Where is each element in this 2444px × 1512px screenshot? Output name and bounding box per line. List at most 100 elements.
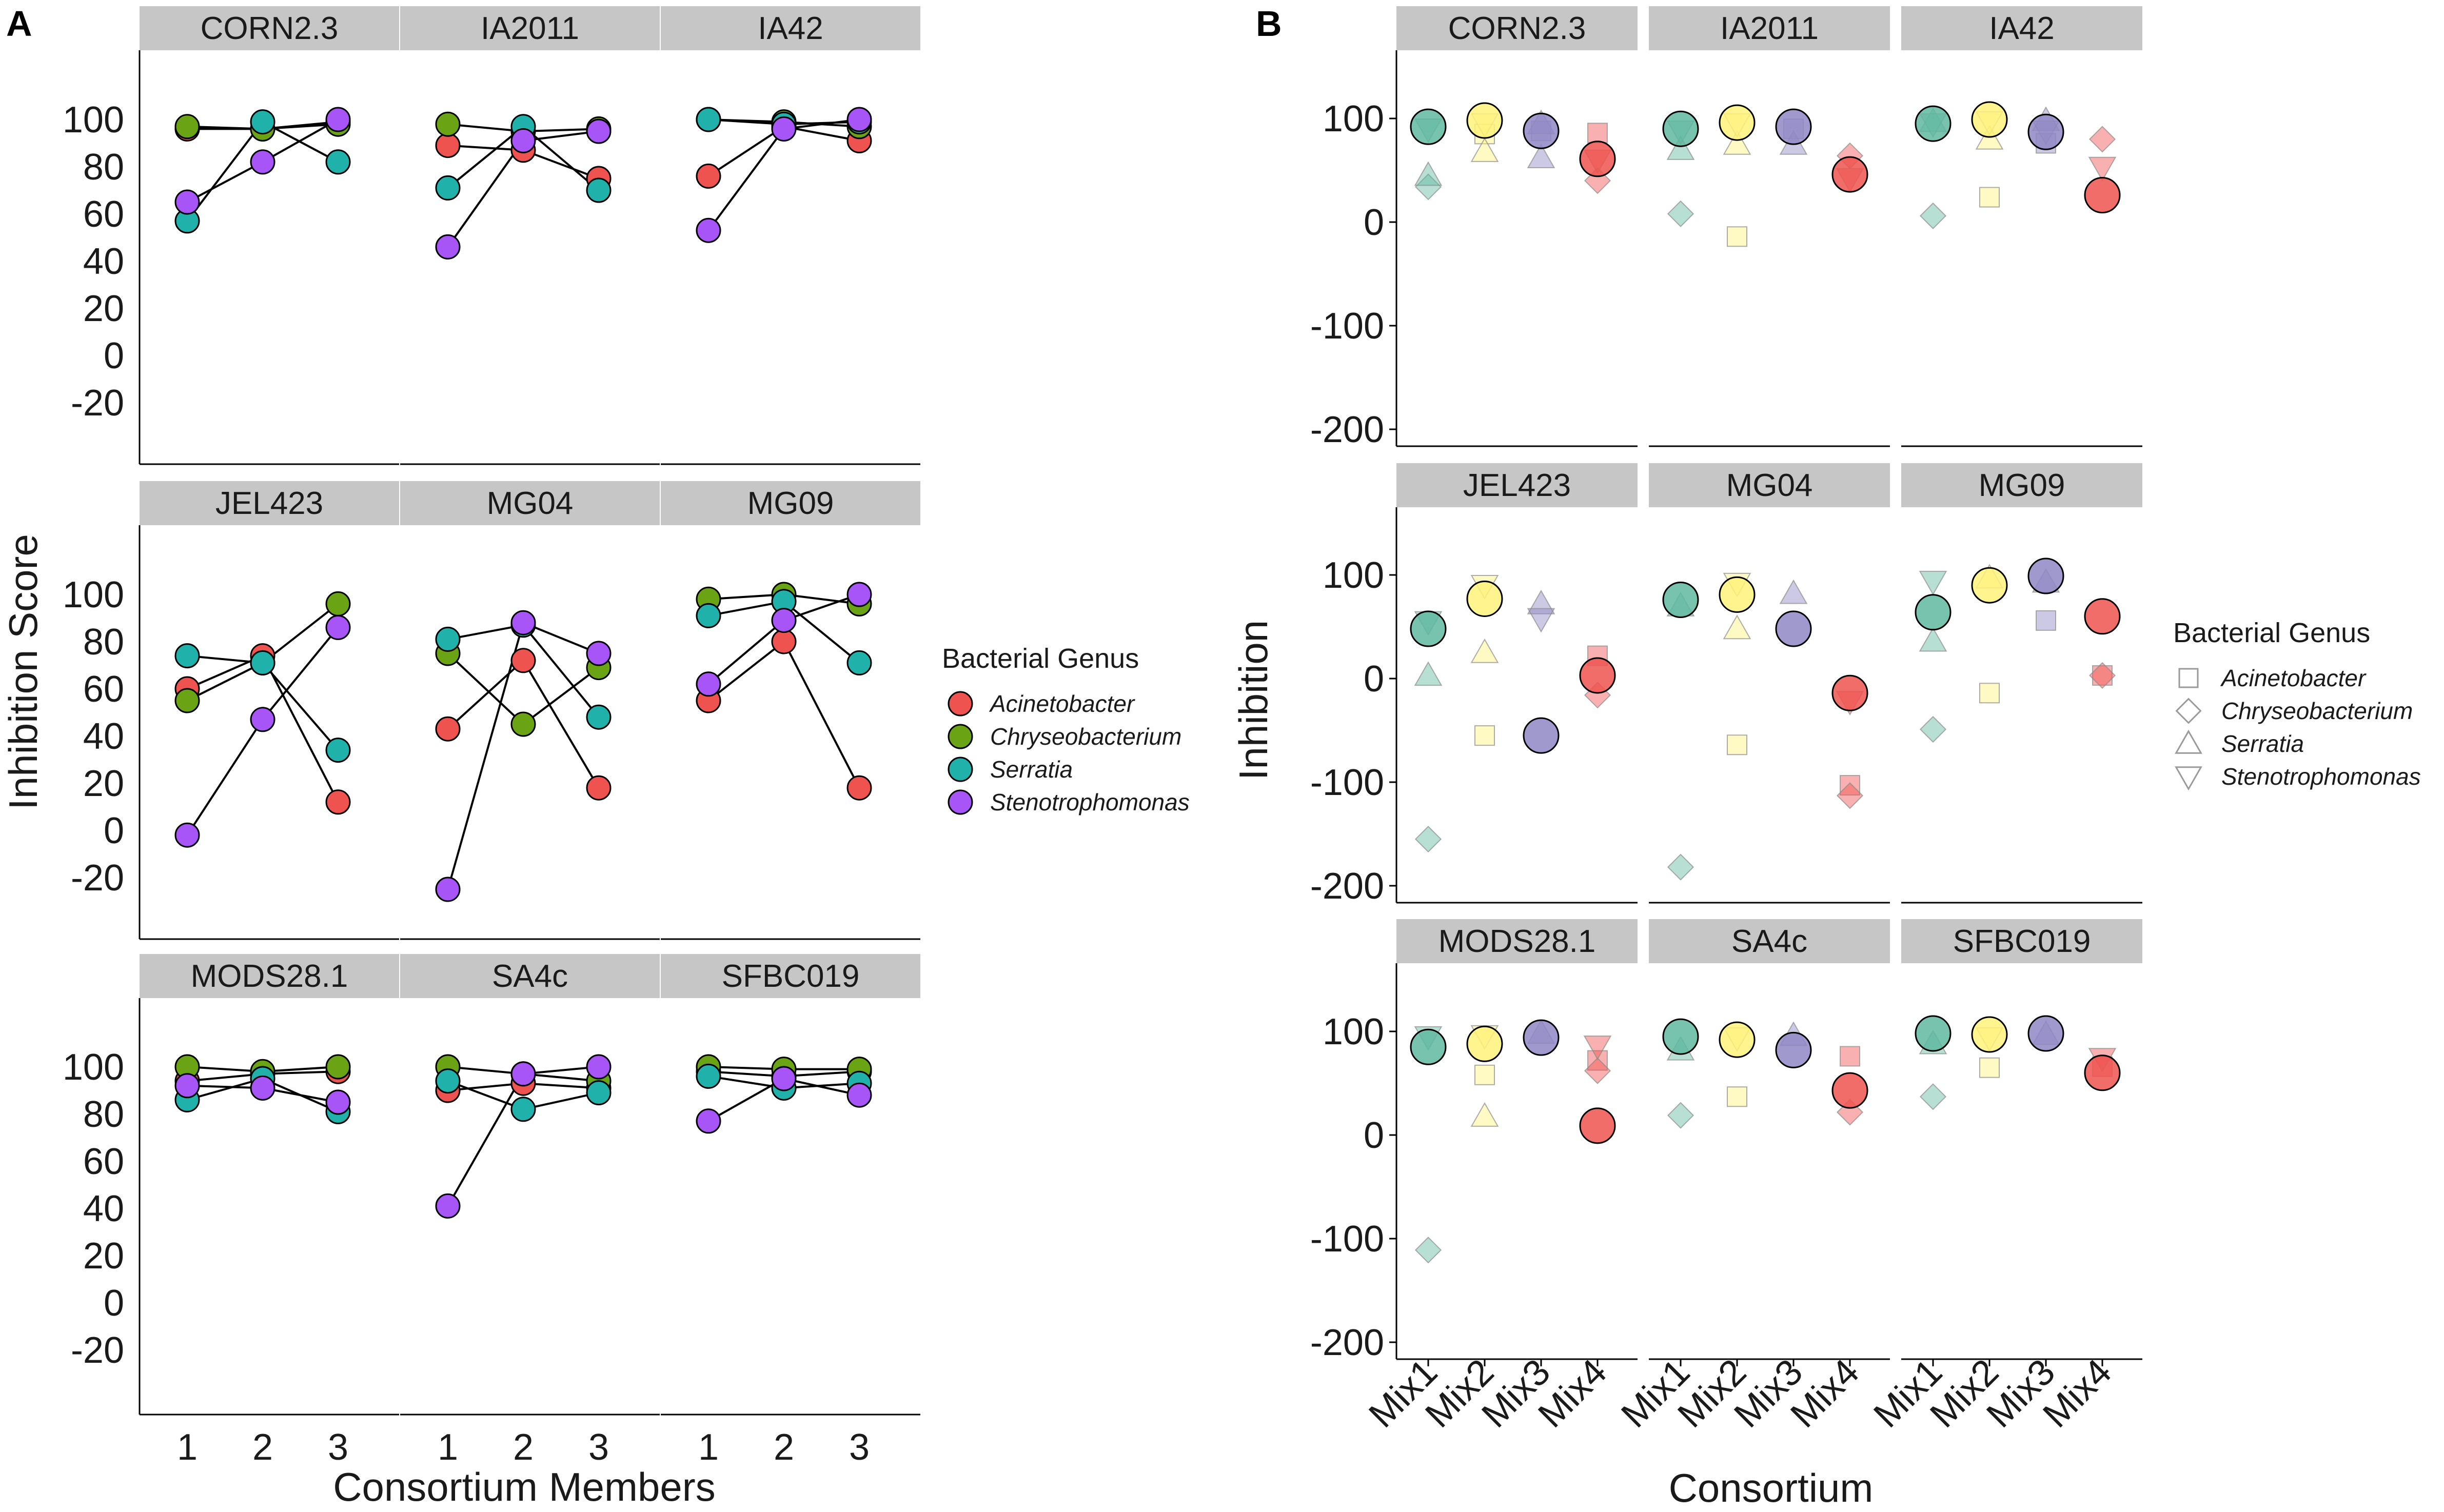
point-serratia [250, 109, 275, 135]
mix-point-mix3 [1523, 717, 1560, 754]
legend-a-title: Bacterial Genus [942, 643, 1139, 674]
mix-point-mix4 [2084, 598, 2121, 635]
member-acinetobacter [2036, 610, 2056, 631]
point-acinetobacter [696, 163, 721, 189]
point-stenotrophomonas [174, 189, 200, 215]
strip [1901, 463, 2142, 507]
strip-label: MG04 [487, 486, 574, 521]
point-stenotrophomonas [510, 128, 536, 153]
strip [1901, 6, 2142, 50]
point-stenotrophomonas [586, 1054, 612, 1080]
mix-point-mix1 [1915, 1015, 1952, 1052]
mix-point-mix3 [2027, 1015, 2064, 1052]
legend-a-key [948, 789, 973, 815]
point-acinetobacter [510, 648, 536, 673]
facet-b-ia42: IA42 [1901, 6, 2142, 447]
point-serratia [250, 650, 275, 675]
mix-point-mix3 [2027, 558, 2064, 594]
member-serratia [1527, 144, 1555, 168]
member-acinetobacter [1979, 187, 2000, 208]
mix-point-mix2 [1719, 576, 1756, 613]
strip-label: CORN2.3 [1448, 11, 1586, 46]
y-tick-label: 20 [83, 1236, 124, 1277]
point-stenotrophomonas [846, 107, 872, 132]
facet-a-mods28-1: MODS28.1 100 80 60 40 20 0 -20 1 2 3 [63, 954, 399, 1468]
point-stenotrophomonas [325, 614, 351, 640]
mix-point-mix3 [1775, 610, 1812, 647]
point-chryseobacterium [510, 711, 536, 737]
strip [661, 954, 920, 998]
x-tick-label: 3 [849, 1427, 870, 1468]
strip [1649, 463, 1890, 507]
member-acinetobacter [1979, 1057, 2000, 1078]
member-chryseobacterium [1919, 202, 1947, 229]
legend-b-key [2178, 668, 2199, 688]
facet-a-jel423: JEL423 100 80 60 40 20 0 -20 [63, 481, 399, 940]
y-tick-label: 100 [1323, 1011, 1384, 1052]
point-acinetobacter [771, 629, 797, 654]
point-stenotrophomonas [174, 822, 200, 848]
legend-a-entry: Acinetobacter [989, 690, 1135, 717]
strip [1396, 6, 1638, 50]
x-tick-label: 2 [774, 1427, 794, 1468]
mix-point-mix2 [1971, 567, 2008, 604]
member-acinetobacter [1587, 1050, 1608, 1071]
legend-b-key [2175, 729, 2202, 754]
mix-point-mix2 [1719, 104, 1756, 141]
panel-b-ylabel: Inhibition [1231, 620, 1276, 780]
facet-a-ia2011: IA2011 [400, 6, 660, 465]
x-tick-label: 3 [588, 1427, 609, 1468]
legend-a-entry: Stenotrophomonas [990, 789, 1190, 815]
point-stenotrophomonas [586, 118, 612, 144]
point-acinetobacter [846, 775, 872, 801]
strip-label: MODS28.1 [191, 959, 348, 994]
x-tick-label: 2 [252, 1427, 273, 1468]
member-stenotrophomonas [1919, 570, 1947, 595]
legend-b-entry: Serratia [2221, 730, 2304, 757]
point-chryseobacterium [174, 688, 200, 713]
point-stenotrophomonas [435, 877, 461, 902]
point-serratia [435, 626, 461, 652]
x-tick-label: Mix4 [1530, 1351, 1614, 1436]
y-tick-label: -200 [1310, 409, 1384, 450]
y-tick-label: 0 [104, 810, 124, 851]
point-stenotrophomonas [250, 1075, 275, 1101]
facet-b-corn2-3: CORN2.3 100 0 -100 -200 [1310, 6, 1638, 450]
legend-a-key [948, 691, 973, 717]
member-chryseobacterium [1667, 853, 1694, 881]
strip [1396, 463, 1638, 507]
y-tick-label: -100 [1310, 306, 1384, 347]
strip-label: IA2011 [481, 11, 579, 46]
strip-label: SA4c [1731, 924, 1807, 959]
y-tick-label: 20 [83, 288, 124, 329]
legend-b-entry: Acinetobacter [2220, 665, 2367, 691]
strip-label: MG09 [1979, 468, 2065, 503]
facet-a-sfbc019: SFBC019 1 2 3 [661, 954, 920, 1468]
strip [140, 6, 399, 50]
point-serratia [435, 1068, 461, 1094]
point-acinetobacter [325, 789, 351, 815]
member-chryseobacterium [2088, 126, 2116, 153]
point-stenotrophomonas [846, 1082, 872, 1108]
member-serratia [1723, 614, 1751, 640]
point-serratia [510, 1097, 536, 1122]
point-stenotrophomonas [435, 234, 461, 260]
member-serratia [1666, 135, 1695, 160]
point-serratia [586, 1080, 612, 1106]
y-tick-label: 100 [63, 100, 124, 141]
legend-b: Bacterial Genus Acinetobacter Chryseobact… [2173, 618, 2421, 791]
member-chryseobacterium [1836, 782, 1864, 809]
facet-b-mg04: MG04 [1649, 463, 1890, 904]
mix-point-mix4 [2084, 1055, 2121, 1091]
strip [140, 481, 399, 525]
member-serratia [1527, 589, 1555, 614]
member-serratia [1470, 137, 1499, 162]
y-tick-label: 0 [104, 1283, 124, 1324]
legend-a-key [948, 724, 973, 749]
point-stenotrophomonas [325, 107, 351, 132]
x-tick-label: 1 [698, 1427, 719, 1468]
member-acinetobacter [1840, 1046, 1860, 1067]
y-tick-label: -20 [71, 383, 124, 424]
